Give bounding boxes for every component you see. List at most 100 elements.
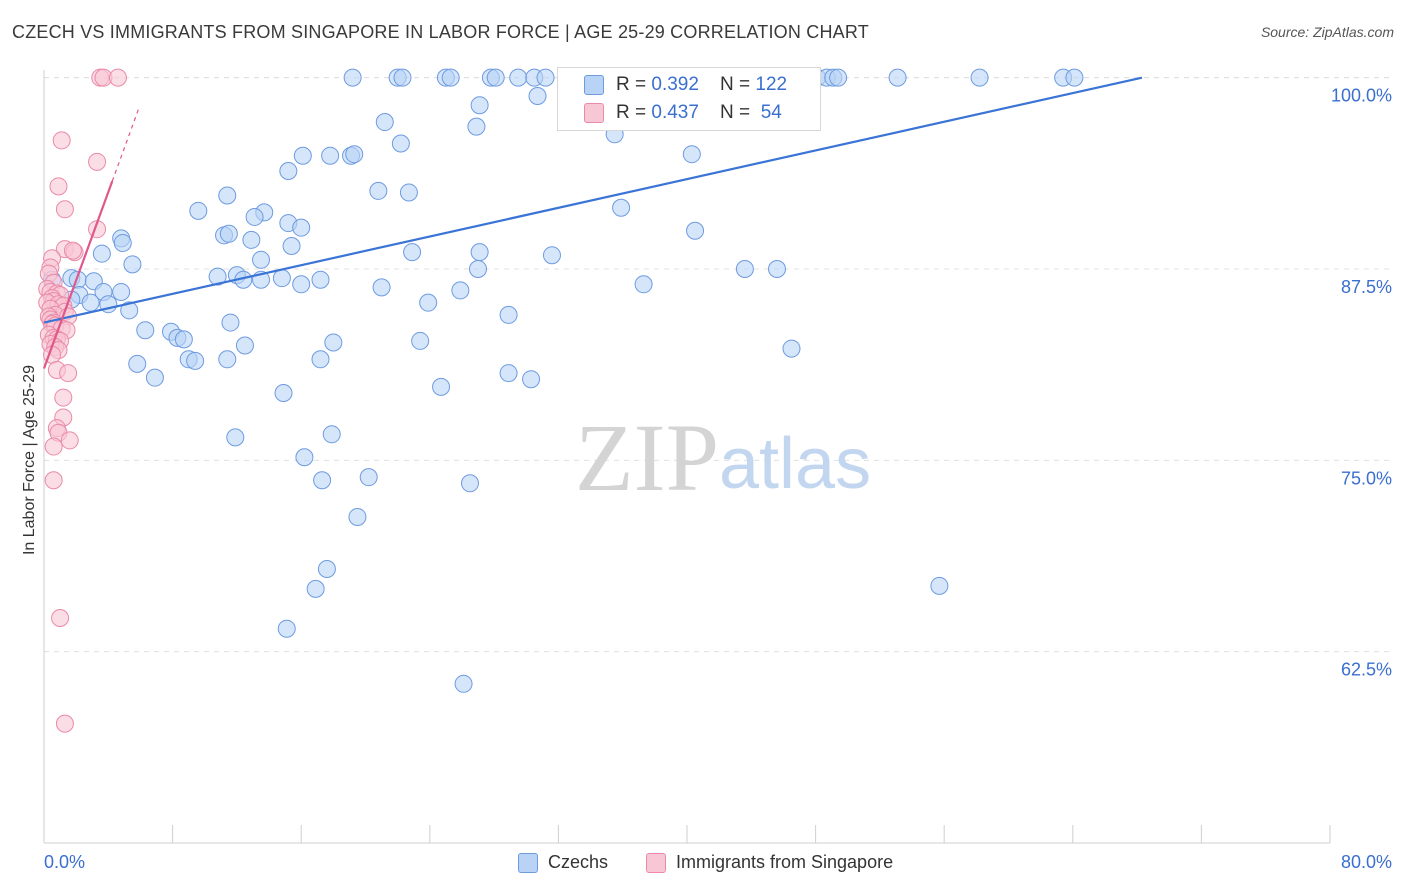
data-point [536,68,555,87]
data-point [218,186,237,205]
data-point [372,278,391,297]
legend-swatch-blue [518,852,538,873]
data-point [174,330,193,349]
data-point [55,200,74,219]
stats-r-value: 0.437 [651,102,699,123]
data-point [292,218,311,237]
data-point [528,87,547,106]
legend-label-czechs: Czechs [548,852,609,872]
data-point [369,181,388,200]
data-point [120,301,139,320]
source-label: Source: ZipAtlas.com [1260,24,1394,40]
data-point [499,305,518,324]
trend-line-czechs [43,76,1143,324]
data-point [460,474,479,493]
stats-swatch-blue [584,75,604,95]
data-point [399,183,418,202]
legend-item-singapore[interactable]: Immigrants from Singapore [646,852,893,873]
legend-swatch-pink [646,852,666,873]
data-point [272,269,291,288]
data-point [829,68,848,87]
series-singapore [38,68,127,733]
chart-title: CZECH VS IMMIGRANTS FROM SINGAPORE IN LA… [12,22,869,42]
data-point [189,201,208,220]
data-point [888,68,907,87]
stats-text-czechs: R = 0.392 N = 122 [616,74,787,96]
data-point [293,146,312,165]
grid-lines [44,77,1394,653]
x-tick-label-min: 0.0% [44,852,86,872]
data-point [359,468,378,487]
data-point [277,619,296,638]
data-point [930,576,949,595]
data-point [1065,68,1084,87]
data-point [245,207,264,226]
legend-item-czechs[interactable]: Czechs [518,852,608,873]
data-point [219,224,238,243]
data-point [486,68,505,87]
data-point [145,368,164,387]
data-point [44,437,63,456]
data-point [768,259,787,278]
stats-row-singapore: R = 0.437 N = 54 [558,101,820,127]
data-point [324,333,343,352]
data-point [469,259,488,278]
data-point [311,270,330,289]
data-point [419,293,438,312]
data-points [38,68,1084,733]
stats-n-value: 54 [760,102,782,123]
data-point [55,714,74,733]
data-point [454,674,473,693]
data-point [782,339,801,358]
data-point [128,354,147,373]
data-point [542,246,561,265]
data-point [321,146,340,165]
data-point [313,471,332,490]
data-point [343,68,362,87]
data-point [441,68,460,87]
data-point [51,608,70,627]
data-point [411,331,430,350]
data-point [322,425,341,444]
data-point [403,243,422,262]
data-point [345,145,364,164]
data-point [391,134,410,153]
data-point [49,177,68,196]
legend-label-singapore: Immigrants from Singapore [676,852,894,872]
data-point [235,336,254,355]
data-point [136,321,155,340]
data-point [393,68,412,87]
data-point [317,560,336,579]
stats-n-label: N = [720,74,756,95]
data-point [432,377,451,396]
data-point [54,388,73,407]
data-point [295,448,314,467]
data-point [467,117,486,136]
stats-n-value: 122 [755,74,788,95]
data-point [81,293,100,312]
y-tick-label: 62.5% [1341,660,1392,680]
data-point [208,267,227,286]
data-point [686,221,705,240]
data-point [612,198,631,217]
data-point [970,68,989,87]
stats-box: R = 0.392 N = 122 R = 0.437 N = 54 [557,67,821,131]
data-point [60,431,79,450]
data-point [522,370,541,389]
watermark-atlas: atlas [719,424,871,504]
trend-lines [42,76,1143,369]
data-point [306,579,325,598]
data-point [88,152,107,171]
data-point [252,250,271,269]
data-point [226,428,245,447]
stats-swatch-pink [584,103,604,123]
data-point [499,364,518,383]
data-point [311,350,330,369]
data-point [282,237,301,256]
data-point [292,275,311,294]
data-point [123,255,142,274]
data-point [451,281,470,300]
data-point [274,383,293,402]
stats-r-value: 0.392 [651,74,699,95]
